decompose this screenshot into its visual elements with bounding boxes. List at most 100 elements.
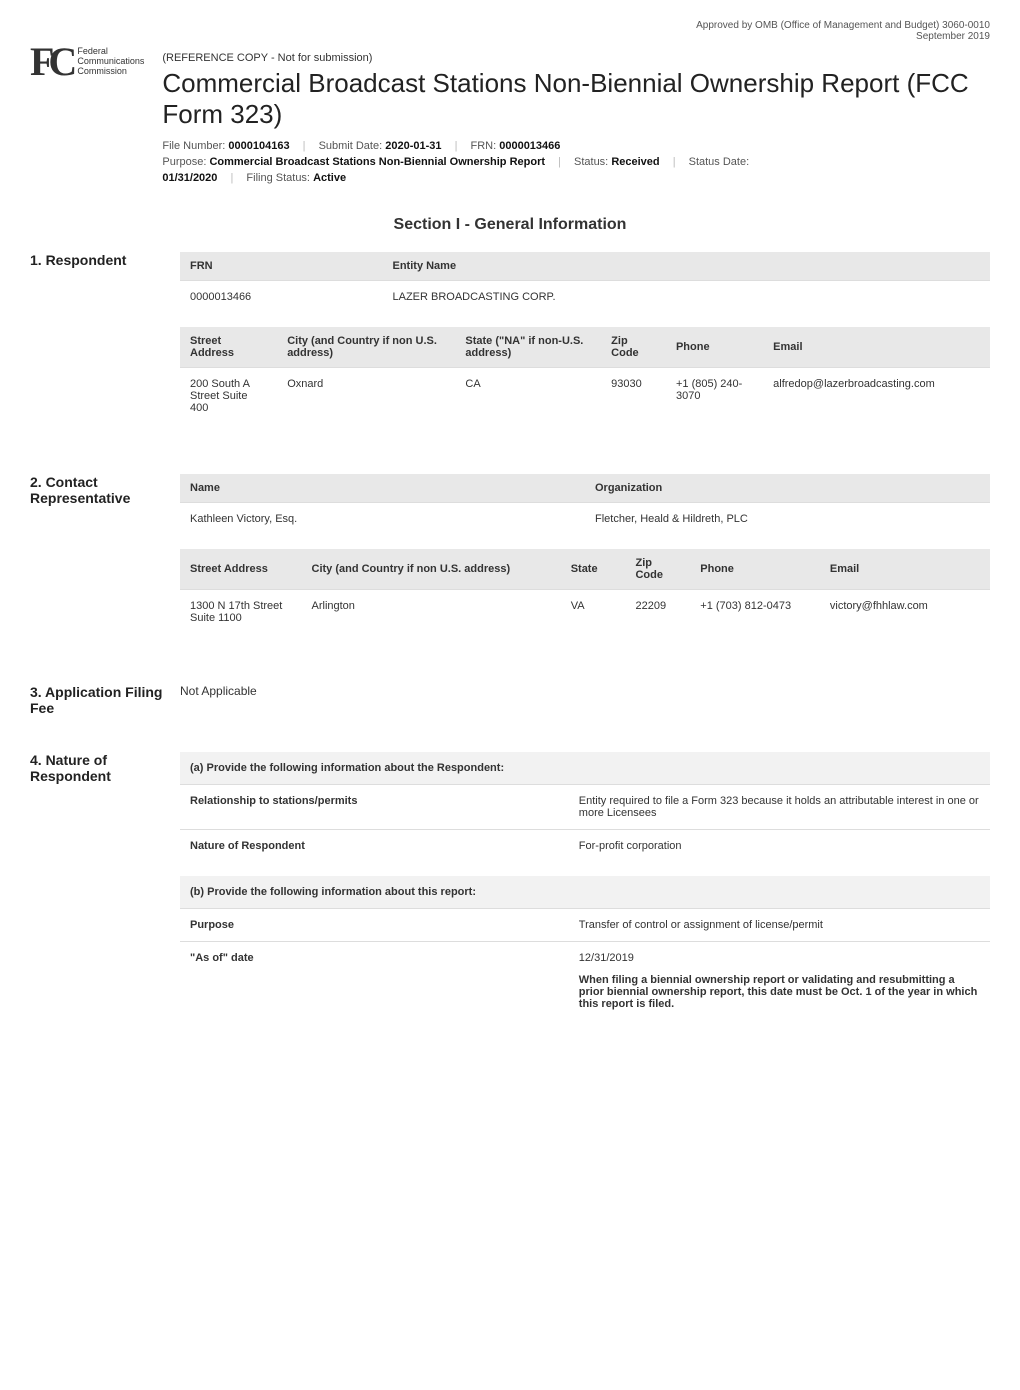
asof-date: 12/31/2019 xyxy=(579,952,634,964)
table-row: Relationship to stations/permits Entity … xyxy=(180,785,990,830)
fcc-text-3: Commission xyxy=(77,67,144,77)
reference-copy-note: (REFERENCE COPY - Not for submission) xyxy=(162,52,990,64)
nature-key: Nature of Respondent xyxy=(180,830,569,863)
col-zip: Zip Code xyxy=(601,327,666,368)
separator: | xyxy=(673,156,676,168)
col-phone: Phone xyxy=(690,549,820,590)
status-label: Status: xyxy=(574,156,608,168)
title-block: (REFERENCE COPY - Not for submission) Co… xyxy=(162,46,990,188)
contact-label: 2. Contact Representative xyxy=(30,474,180,648)
col-email: Email xyxy=(820,549,990,590)
col-name: Name xyxy=(180,474,585,503)
respondent-content: FRN Entity Name 0000013466 LAZER BROADCA… xyxy=(180,252,990,438)
submit-date-label: Submit Date: xyxy=(319,140,383,152)
table-row: 1300 N 17th Street Suite 1100 Arlington … xyxy=(180,590,990,635)
nature-value: For-profit corporation xyxy=(569,830,990,863)
nature-b-table: (b) Provide the following information ab… xyxy=(180,876,990,1020)
asof-key: "As of" date xyxy=(180,942,569,1021)
cell-name: Kathleen Victory, Esq. xyxy=(180,503,585,536)
separator: | xyxy=(455,140,458,152)
col-city: City (and Country if non U.S. address) xyxy=(302,549,561,590)
asof-value-cell: 12/31/2019 When filing a biennial owners… xyxy=(569,942,990,1021)
approval-line2: September 2019 xyxy=(30,31,990,42)
col-organization: Organization xyxy=(585,474,990,503)
form-title: Commercial Broadcast Stations Non-Bienni… xyxy=(162,68,990,130)
relationship-key: Relationship to stations/permits xyxy=(180,785,569,830)
respondent-label: 1. Respondent xyxy=(30,252,180,438)
approval-line1: Approved by OMB (Office of Management an… xyxy=(30,20,990,31)
contact-block: 2. Contact Representative Name Organizat… xyxy=(30,474,990,648)
purpose-value: Transfer of control or assignment of lic… xyxy=(569,909,990,942)
col-street: Street Address xyxy=(180,327,277,368)
separator: | xyxy=(558,156,561,168)
contact-address-table: Street Address City (and Country if non … xyxy=(180,549,990,634)
meta-line-3: 01/31/2020 | Filing Status: Active xyxy=(162,172,990,184)
table-row: Purpose Transfer of control or assignmen… xyxy=(180,909,990,942)
purpose-value: Commercial Broadcast Stations Non-Bienni… xyxy=(209,156,545,168)
cell-state: VA xyxy=(561,590,626,635)
asof-note: When filing a biennial ownership report … xyxy=(579,974,980,1010)
respondent-frn-table: FRN Entity Name 0000013466 LAZER BROADCA… xyxy=(180,252,990,313)
filing-fee-label: 3. Application Filing Fee xyxy=(30,684,180,716)
filing-status-label: Filing Status: xyxy=(246,172,310,184)
filing-fee-text: Not Applicable xyxy=(180,684,990,716)
col-street: Street Address xyxy=(180,549,302,590)
nature-label: 4. Nature of Respondent xyxy=(30,752,180,1034)
cell-street: 200 South A Street Suite 400 xyxy=(180,368,277,425)
cell-email: alfredop@lazerbroadcasting.com xyxy=(763,368,990,425)
fcc-text: Federal Communications Commission xyxy=(77,47,144,77)
file-number-label: File Number: xyxy=(162,140,225,152)
frn-label: FRN: xyxy=(470,140,496,152)
meta-line-1: File Number: 0000104163 | Submit Date: 2… xyxy=(162,140,990,152)
col-city: City (and Country if non U.S. address) xyxy=(277,327,455,368)
cell-frn: 0000013466 xyxy=(180,281,383,314)
cell-email: victory@fhhlaw.com xyxy=(820,590,990,635)
cell-entity: LAZER BROADCASTING CORP. xyxy=(383,281,991,314)
col-email: Email xyxy=(763,327,990,368)
table-row: 200 South A Street Suite 400 Oxnard CA 9… xyxy=(180,368,990,425)
filing-fee-block: 3. Application Filing Fee Not Applicable xyxy=(30,684,990,716)
purpose-key: Purpose xyxy=(180,909,569,942)
relationship-value: Entity required to file a Form 323 becau… xyxy=(569,785,990,830)
meta-line-2: Purpose: Commercial Broadcast Stations N… xyxy=(162,156,990,168)
separator: | xyxy=(303,140,306,152)
cell-zip: 93030 xyxy=(601,368,666,425)
section-heading: Section I - General Information xyxy=(30,216,990,234)
nature-content: (a) Provide the following information ab… xyxy=(180,752,990,1034)
status-date-value: 01/31/2020 xyxy=(162,172,217,184)
cell-state: CA xyxy=(455,368,601,425)
nature-a-table: (a) Provide the following information ab… xyxy=(180,752,990,862)
frn-value: 0000013466 xyxy=(499,140,560,152)
table-row: "As of" date 12/31/2019 When filing a bi… xyxy=(180,942,990,1021)
table-row: Kathleen Victory, Esq. Fletcher, Heald &… xyxy=(180,503,990,536)
cell-zip: 22209 xyxy=(625,590,690,635)
respondent-block: 1. Respondent FRN Entity Name 0000013466… xyxy=(30,252,990,438)
nature-b-header: (b) Provide the following information ab… xyxy=(180,876,990,909)
file-number-value: 0000104163 xyxy=(228,140,289,152)
respondent-address-table: Street Address City (and Country if non … xyxy=(180,327,990,424)
cell-street: 1300 N 17th Street Suite 1100 xyxy=(180,590,302,635)
nature-a-header: (a) Provide the following information ab… xyxy=(180,752,990,785)
cell-city: Oxnard xyxy=(277,368,455,425)
approval-block: Approved by OMB (Office of Management an… xyxy=(30,20,990,42)
purpose-label: Purpose: xyxy=(162,156,206,168)
table-row: Nature of Respondent For-profit corporat… xyxy=(180,830,990,863)
col-state: State xyxy=(561,549,626,590)
contact-content: Name Organization Kathleen Victory, Esq.… xyxy=(180,474,990,648)
col-entity-name: Entity Name xyxy=(383,252,991,281)
cell-phone: +1 (805) 240-3070 xyxy=(666,368,763,425)
status-date-label: Status Date: xyxy=(689,156,750,168)
cell-city: Arlington xyxy=(302,590,561,635)
col-phone: Phone xyxy=(666,327,763,368)
cell-phone: +1 (703) 812-0473 xyxy=(690,590,820,635)
col-zip: Zip Code xyxy=(625,549,690,590)
table-row: 0000013466 LAZER BROADCASTING CORP. xyxy=(180,281,990,314)
nature-block: 4. Nature of Respondent (a) Provide the … xyxy=(30,752,990,1034)
status-value: Received xyxy=(611,156,659,168)
col-frn: FRN xyxy=(180,252,383,281)
contact-name-table: Name Organization Kathleen Victory, Esq.… xyxy=(180,474,990,535)
fcc-glyph: FC xyxy=(30,46,71,78)
submit-date-value: 2020-01-31 xyxy=(385,140,441,152)
header-row: FC Federal Communications Commission (RE… xyxy=(30,46,990,188)
separator: | xyxy=(230,172,233,184)
